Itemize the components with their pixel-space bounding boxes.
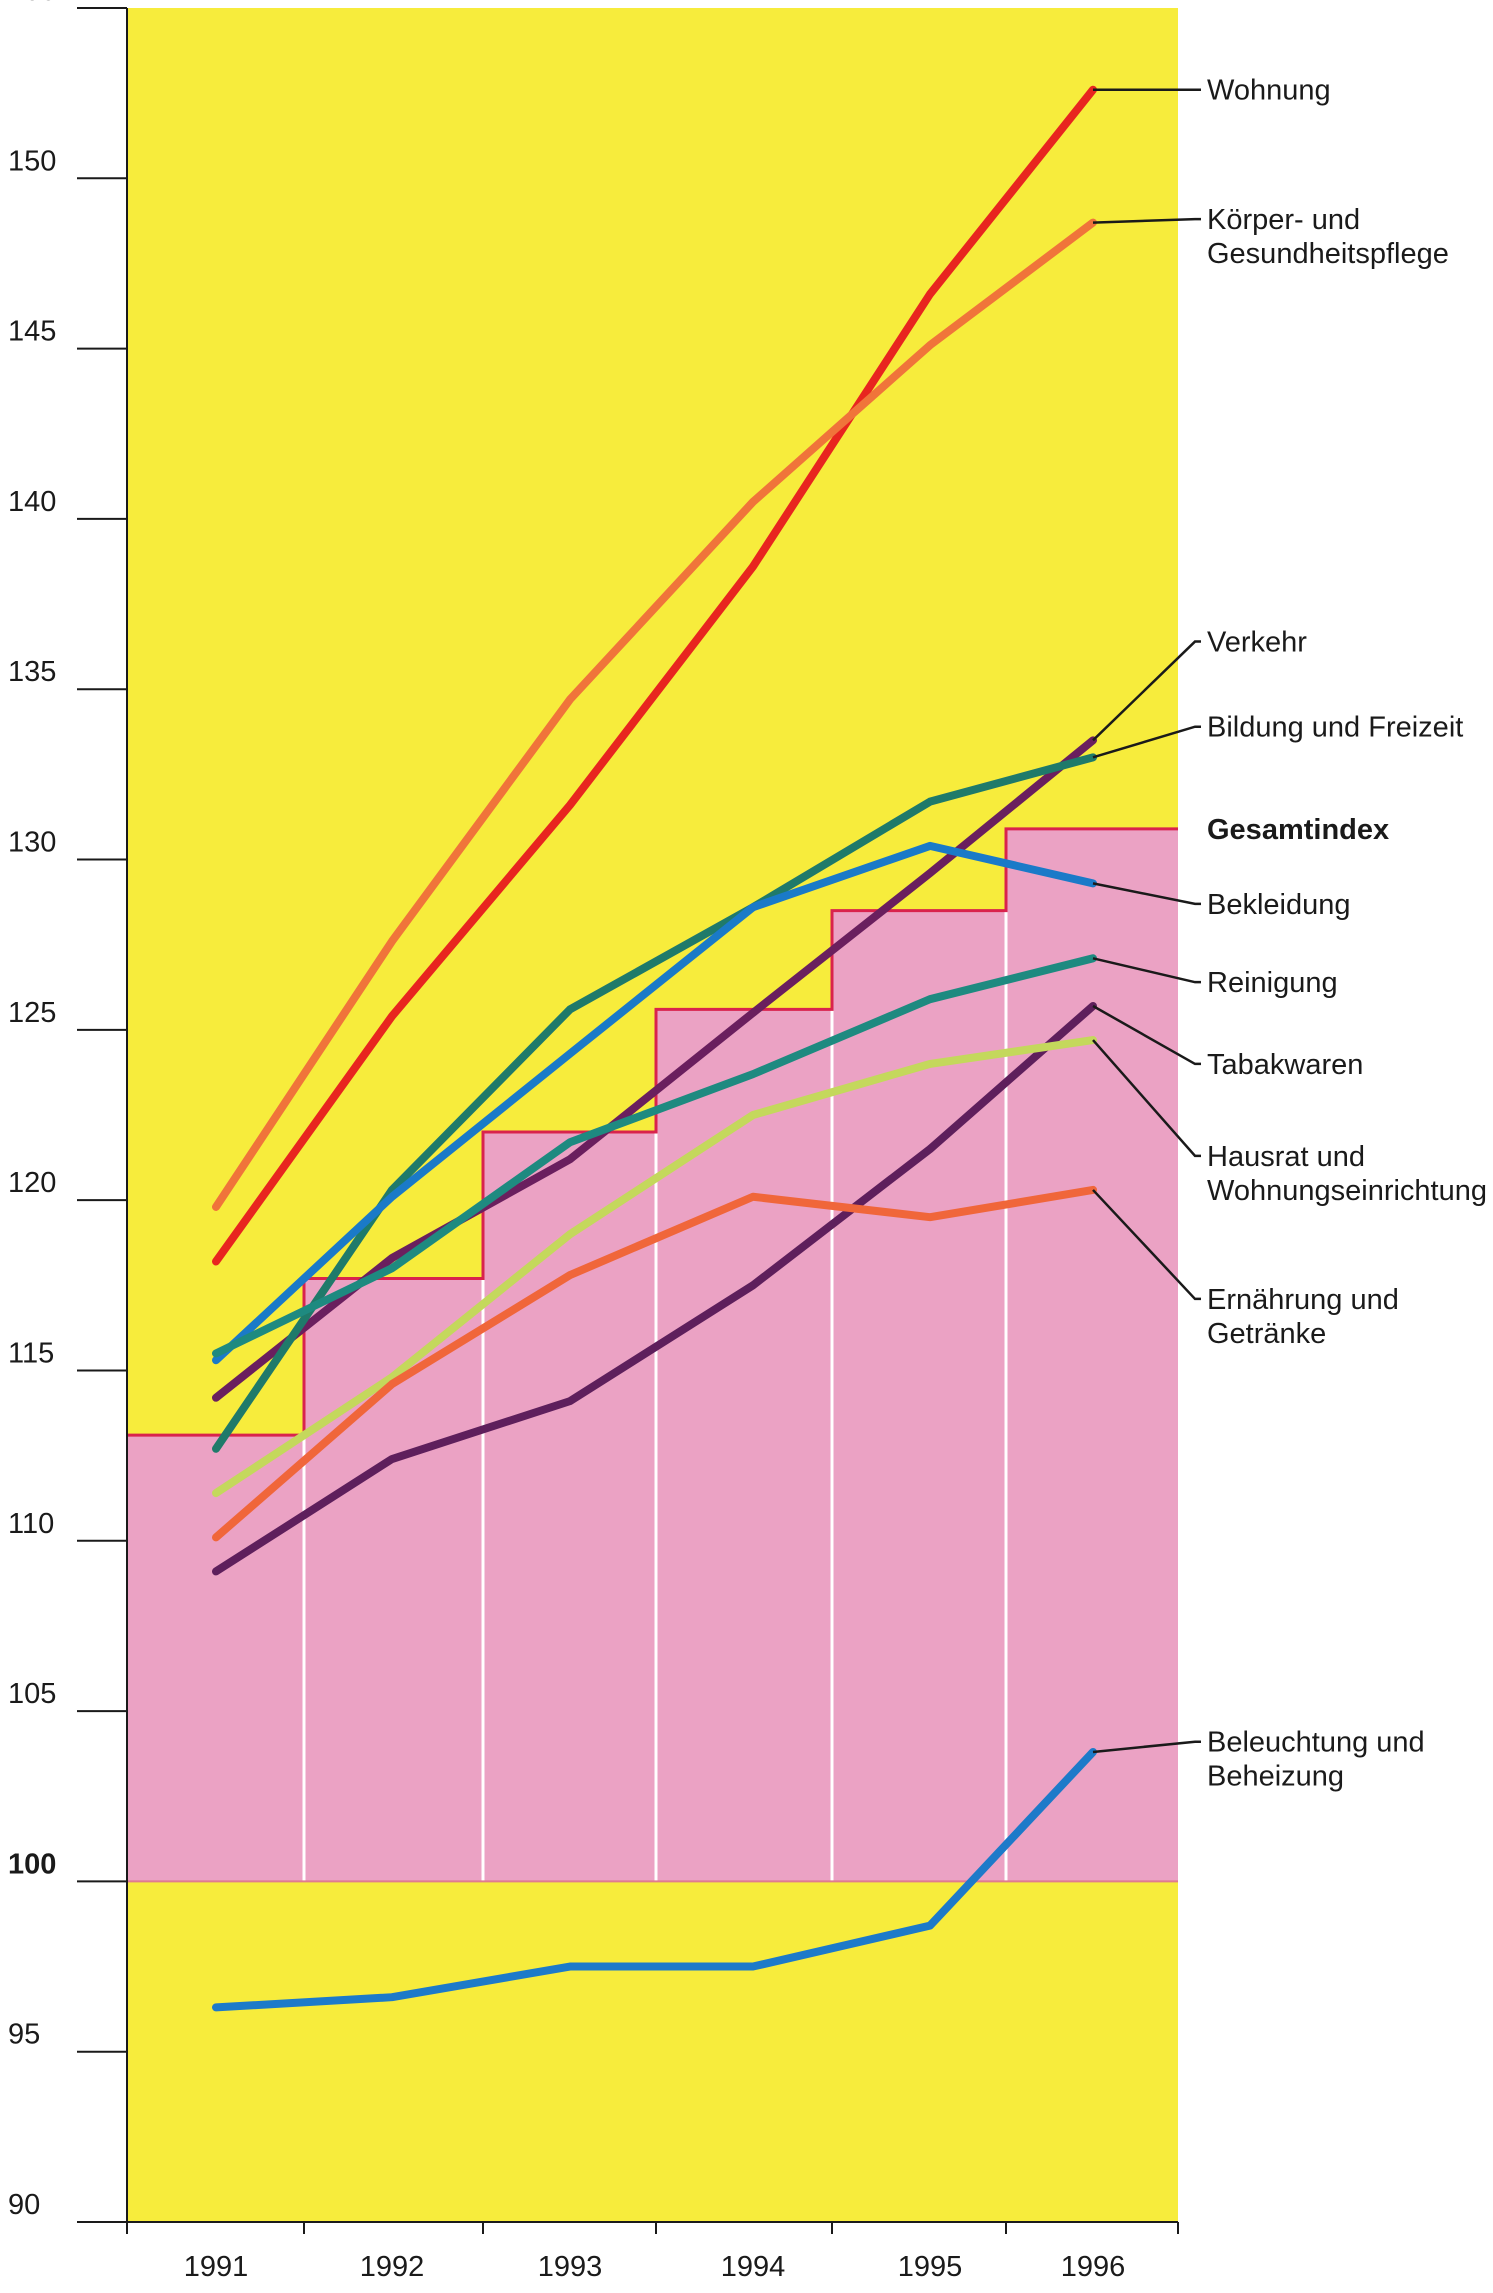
y-tick-label: 145	[8, 316, 56, 348]
series-line-ernaehrung-und-getraenke	[212, 1185, 1097, 1542]
y-tick-label: 105	[8, 1678, 56, 1710]
y-tick-label: 140	[8, 486, 56, 518]
x-tick-label: 1992	[360, 2251, 425, 2283]
leader-line-beleuchtung-und-beheizung	[1092, 1740, 1201, 1754]
series-line-reinigung	[212, 954, 1097, 1358]
series-label-tabakwaren: Tabakwaren	[1207, 1049, 1363, 1081]
gesamtindex-bar	[483, 1132, 656, 1882]
series-label-gesamtindex: Gesamtindex	[1207, 814, 1389, 846]
series-line-wohnung	[212, 85, 1097, 1266]
y-tick-label: 110	[8, 1508, 54, 1540]
gesamtindex-step-line	[127, 827, 1178, 1437]
series-label-reinigung: Reinigung	[1207, 967, 1338, 999]
series-label-koerper-und-gesundheitspflege: Gesundheitspflege	[1207, 238, 1449, 270]
y-tick-label: 100	[8, 1848, 56, 1880]
leader-line-verkehr	[1092, 640, 1201, 742]
series-label-bekleidung: Bekleidung	[1207, 889, 1351, 921]
leader-line-ernaehrung-und-getraenke	[1092, 1189, 1201, 1301]
y-tick-label: 95	[8, 2019, 40, 2051]
gesamtindex-bar	[832, 910, 1006, 1882]
series-label-beleuchtung-und-beheizung: Beleuchtung und	[1207, 1727, 1425, 1759]
series-label-ernaehrung-und-getraenke: Ernährung und	[1207, 1284, 1399, 1316]
series-label-hausrat-und-wohnungseinrichtung: Wohnungseinrichtung	[1207, 1175, 1487, 1207]
y-tick-label: 150	[8, 145, 56, 177]
y-tick-label: 130	[8, 827, 56, 859]
y-tick-label: 125	[8, 997, 56, 1029]
series-label-verkehr: Verkehr	[1207, 627, 1307, 659]
gesamtindex-bar	[656, 1009, 832, 1882]
series-label-koerper-und-gesundheitspflege: Körper- und	[1207, 204, 1360, 236]
leader-line-reinigung	[1092, 957, 1201, 984]
leader-line-hausrat-und-wohnungseinrichtung	[1092, 1039, 1201, 1158]
series-label-bildung-und-freizeit: Bildung und Freizeit	[1207, 712, 1463, 744]
series-line-bildung-und-freizeit	[212, 753, 1097, 1453]
leader-line-bildung-und-freizeit	[1092, 725, 1201, 759]
leader-line-tabakwaren	[1092, 1004, 1201, 1066]
gesamtindex-bar	[1006, 828, 1178, 1882]
series-line-bekleidung	[212, 841, 1097, 1365]
y-tick-label: 90	[8, 2189, 40, 2221]
leader-line-bekleidung	[1092, 882, 1201, 906]
x-tick-label: 1996	[1061, 2251, 1126, 2283]
y-tick-label: 155	[8, 0, 56, 7]
series-label-hausrat-und-wohnungseinrichtung: Hausrat und	[1207, 1141, 1365, 1173]
y-tick-label: 120	[8, 1167, 56, 1199]
x-tick-label: 1993	[538, 2251, 603, 2283]
gesamtindex-bar	[127, 1435, 304, 1882]
series-line-beleuchtung-und-beheizung	[212, 1747, 1097, 2012]
series-line-hausrat-und-wohnungseinrichtung	[212, 1036, 1097, 1498]
series-label-wohnung: Wohnung	[1207, 75, 1331, 107]
y-tick-label: 115	[8, 1337, 54, 1369]
series-line-tabakwaren	[212, 1002, 1097, 1576]
series-label-ernaehrung-und-getraenke: Getränke	[1207, 1318, 1326, 1350]
gesamtindex-bar	[304, 1278, 483, 1882]
series-line-koerper-und-gesundheitspflege	[212, 218, 1097, 1211]
x-tick-label: 1994	[721, 2251, 786, 2283]
leader-line-koerper-und-gesundheitspflege	[1092, 217, 1201, 224]
x-tick-label: 1991	[184, 2251, 249, 2283]
y-tick-label: 135	[8, 656, 56, 688]
series-label-beleuchtung-und-beheizung: Beheizung	[1207, 1761, 1344, 1793]
x-tick-label: 1995	[898, 2251, 963, 2283]
